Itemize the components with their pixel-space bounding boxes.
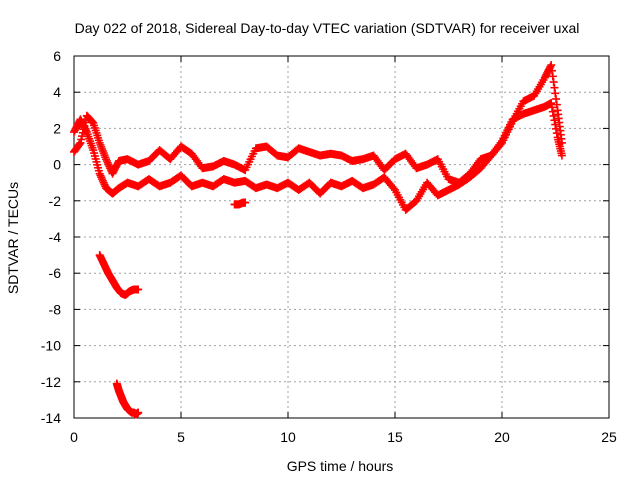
y-tick-label: -4 bbox=[49, 229, 62, 245]
main-track-upper-point bbox=[548, 72, 557, 81]
main-track-upper-point bbox=[87, 117, 96, 126]
main-track-lower-point bbox=[82, 126, 91, 135]
main-track-upper-point bbox=[549, 78, 558, 87]
main-track-upper-point bbox=[102, 155, 111, 164]
main-track-lower-point bbox=[98, 175, 107, 184]
y-tick-label: 4 bbox=[53, 84, 61, 100]
axis-ticks: 0 5 10 15 20 25 -14 -12 -10 -8 -6 -4 -2 0 2 4 6 bbox=[41, 48, 617, 445]
main-track-upper-point bbox=[550, 83, 559, 92]
x-tick-label: 5 bbox=[177, 429, 185, 445]
main-track-lower-point bbox=[389, 184, 398, 193]
main-track-lower-point bbox=[550, 116, 559, 125]
y-tick-label: -10 bbox=[41, 338, 61, 354]
main-track-upper-point bbox=[75, 140, 84, 149]
short-segment-7-8h-point bbox=[241, 198, 250, 207]
main-track-upper-point bbox=[552, 94, 561, 103]
main-track-upper-point bbox=[103, 158, 112, 167]
dip-2h-point bbox=[134, 285, 143, 294]
y-tick-label: -14 bbox=[41, 410, 61, 426]
main-track-lower-point bbox=[100, 180, 109, 189]
y-tick-label: -6 bbox=[49, 265, 62, 281]
main-track-upper-point bbox=[551, 89, 560, 98]
x-tick-label: 15 bbox=[387, 429, 403, 445]
y-tick-label: -2 bbox=[49, 193, 62, 209]
main-track-lower-point bbox=[98, 176, 107, 185]
main-track-upper-point bbox=[548, 66, 557, 75]
chart-title: Day 022 of 2018, Sidereal Day-to-day VTE… bbox=[75, 20, 580, 36]
main-track-lower-point bbox=[95, 169, 104, 178]
main-track-lower-point bbox=[552, 129, 561, 138]
y-tick-label: 0 bbox=[53, 157, 61, 173]
data-points bbox=[70, 61, 566, 419]
main-track-lower-point bbox=[547, 99, 556, 108]
main-track-upper-point bbox=[552, 100, 561, 109]
y-axis-title: SDTVAR / TECUs bbox=[5, 182, 21, 294]
y-tick-label: 6 bbox=[53, 48, 61, 64]
main-track-upper-point bbox=[104, 160, 113, 169]
x-tick-label: 10 bbox=[280, 429, 296, 445]
main-track-lower-point bbox=[557, 151, 566, 160]
dip-3h-point bbox=[134, 408, 143, 417]
x-tick-label: 25 bbox=[601, 429, 617, 445]
x-axis-title: GPS time / hours bbox=[287, 458, 394, 474]
main-track-lower-point bbox=[496, 138, 505, 147]
x-tick-label: 20 bbox=[494, 429, 510, 445]
y-tick-label: -12 bbox=[41, 374, 61, 390]
main-track-lower-point bbox=[99, 178, 108, 187]
y-tick-label: 2 bbox=[53, 120, 61, 136]
x-tick-label: 0 bbox=[70, 429, 78, 445]
main-track-upper-point bbox=[102, 156, 111, 165]
main-track-upper-point bbox=[547, 61, 556, 70]
y-tick-label: -8 bbox=[49, 301, 62, 317]
main-track-upper-point bbox=[546, 62, 555, 71]
main-track-lower-point bbox=[548, 103, 557, 112]
main-track-lower-point bbox=[548, 107, 557, 116]
main-track-lower-point bbox=[97, 173, 106, 182]
main-track-upper-point bbox=[105, 162, 114, 171]
main-track-lower-point bbox=[551, 120, 560, 129]
main-track-lower-point bbox=[549, 111, 558, 120]
grid-lines bbox=[74, 56, 609, 418]
main-track-lower-point bbox=[552, 124, 561, 133]
main-track-lower-point bbox=[96, 171, 105, 180]
